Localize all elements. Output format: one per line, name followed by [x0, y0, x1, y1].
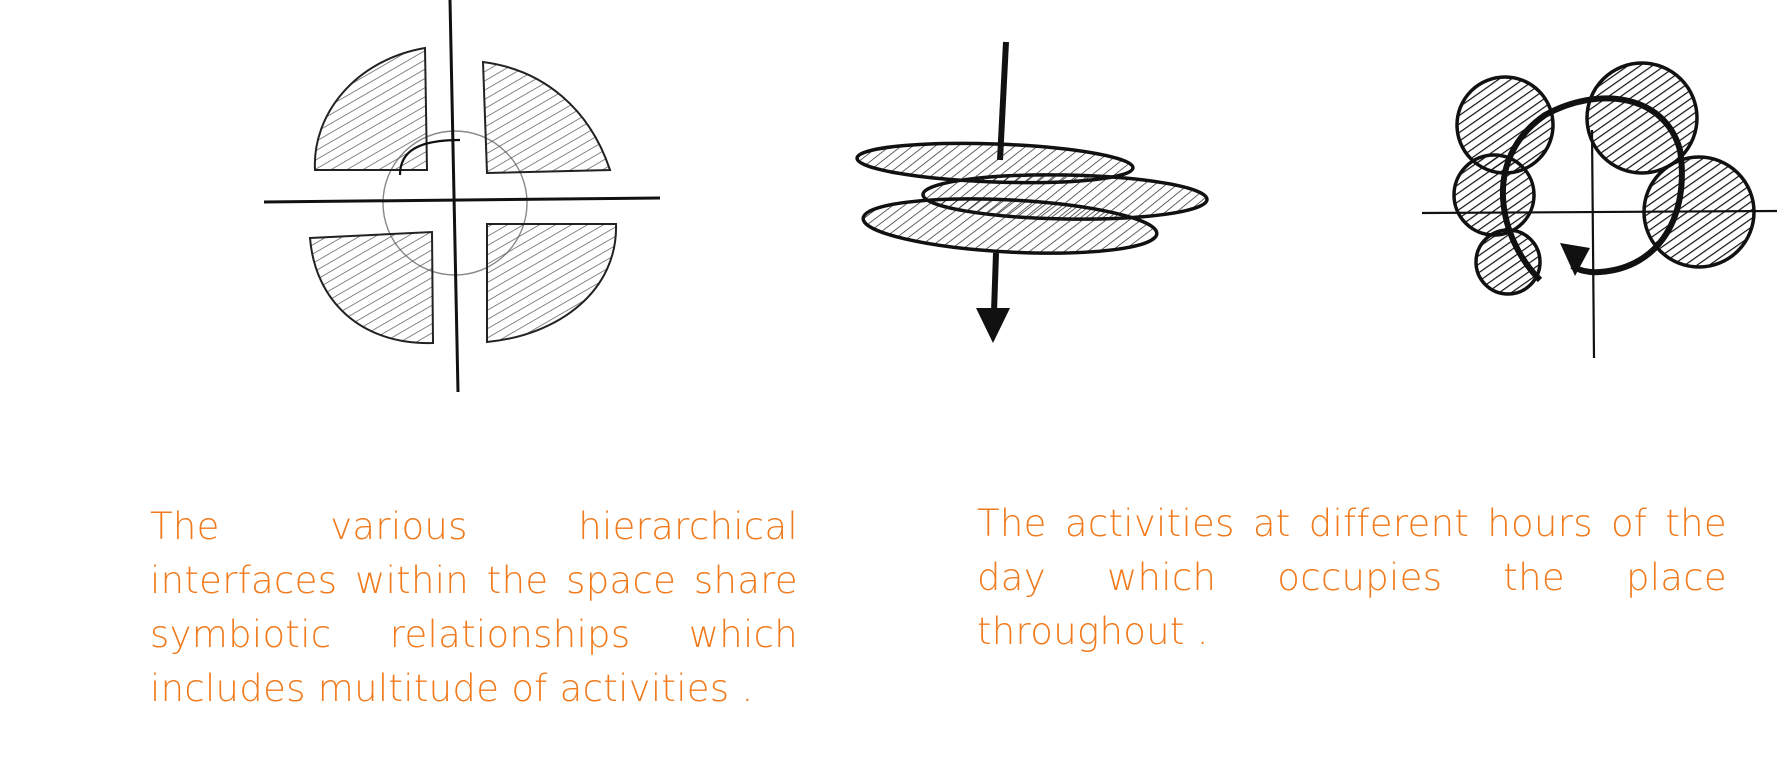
sketch-diagrams	[263, 0, 1777, 393]
overlapping-circles-cycle-icon	[1421, 61, 1777, 359]
caption-activities-hours: The activities at different hours of the…	[977, 502, 1727, 653]
four-quadrant-diagram-icon	[263, 0, 661, 393]
stacked-ellipses-arrow-icon	[855, 41, 1209, 343]
caption-hierarchical-interfaces: The various hierarchical interfaces with…	[150, 505, 798, 710]
